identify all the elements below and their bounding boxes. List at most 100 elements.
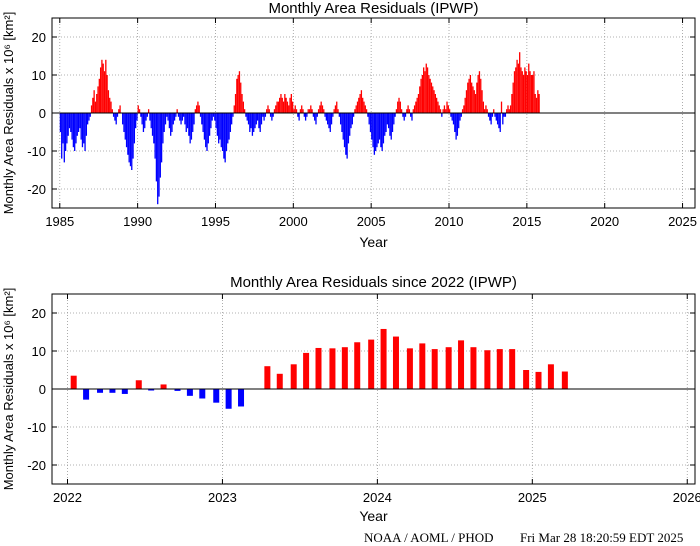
- chart2-bar: [109, 389, 116, 393]
- chart1-bar: [528, 63, 530, 113]
- chart1-bar: [524, 67, 526, 113]
- chart1-bar: [465, 90, 468, 113]
- chart1-bar: [493, 109, 495, 113]
- chart1-bar: [407, 105, 409, 113]
- chart1-bar: [193, 113, 195, 125]
- chart1-bar: [480, 78, 482, 113]
- chart2-bar: [406, 348, 413, 389]
- chart1-bar: [218, 113, 220, 144]
- chart1-bar: [99, 67, 102, 113]
- chart1-bar: [220, 113, 222, 148]
- chart1-x-tick-label: 1985: [45, 214, 74, 229]
- chart1-bar: [262, 113, 264, 117]
- chart1-bar: [459, 113, 461, 121]
- chart1-bar: [319, 105, 321, 113]
- chart1-bar: [354, 109, 356, 113]
- chart1-bar: [517, 63, 520, 113]
- chart1-bar: [499, 113, 501, 132]
- chart2-bar: [470, 347, 477, 389]
- chart1-bar: [250, 113, 252, 129]
- chart1-bar: [473, 90, 475, 113]
- chart1-bar: [227, 113, 229, 144]
- chart1-bar: [417, 94, 420, 113]
- chart1-bar: [496, 113, 499, 125]
- chart1-bar: [433, 90, 435, 113]
- chart2-bar: [148, 389, 155, 391]
- chart2-bar: [431, 349, 438, 389]
- chart1-bar: [502, 113, 504, 125]
- chart1-bar: [61, 113, 63, 159]
- chart2-y-tick-label: 10: [32, 344, 46, 359]
- chart2-x-tick-label: 2022: [53, 490, 82, 505]
- chart2-title: Monthly Area Residuals since 2022 (IPWP): [230, 274, 517, 291]
- chart2-bar: [290, 364, 297, 389]
- chart1-bar: [288, 105, 290, 113]
- chart1-bar: [458, 113, 460, 129]
- chart1-bar: [135, 113, 137, 129]
- chart1-bar: [306, 113, 308, 117]
- chart1-bar: [362, 97, 364, 113]
- chart1-bar: [360, 90, 363, 113]
- chart1-bar: [375, 113, 377, 151]
- chart1-bar: [448, 109, 451, 113]
- chart1-bar: [137, 105, 139, 113]
- chart1-y-tick-label: 20: [32, 30, 46, 45]
- chart1-bar: [159, 113, 161, 178]
- chart1-bar: [282, 101, 285, 113]
- chart1-bar: [381, 113, 383, 151]
- chart1-bar: [94, 101, 97, 113]
- chart2-bar: [199, 389, 206, 399]
- chart1-bar: [122, 113, 124, 125]
- chart1-bar: [310, 105, 312, 113]
- chart1-bar: [181, 113, 184, 121]
- chart1-bar: [175, 113, 177, 117]
- chart1-bar: [302, 109, 304, 113]
- chart1-bar: [420, 78, 422, 113]
- chart1-bar: [301, 105, 303, 113]
- chart1-bar: [177, 113, 180, 117]
- chart1-bar: [266, 109, 268, 113]
- chart1-bar: [185, 113, 187, 132]
- chart1-bar: [238, 71, 241, 113]
- chart1-bar: [201, 113, 203, 125]
- chart1-bar: [498, 113, 500, 129]
- chart1-bar: [62, 113, 64, 144]
- chart1-bar: [110, 101, 112, 113]
- chart1-bar: [81, 113, 84, 148]
- chart1-bar: [512, 82, 514, 113]
- chart1-bar: [96, 94, 98, 113]
- chart1-bar: [103, 71, 106, 113]
- chart1-bar: [327, 113, 329, 125]
- chart1-bar: [151, 113, 154, 136]
- chart1-bar: [337, 109, 339, 113]
- chart1-bar: [171, 113, 173, 132]
- chart2-bar: [97, 389, 104, 393]
- chart1-bar: [186, 113, 189, 129]
- chart1-bar: [330, 113, 333, 125]
- chart1-bar: [249, 113, 251, 132]
- chart1-bar: [503, 113, 505, 117]
- chart1-bar: [184, 113, 186, 125]
- chart1-bar: [173, 113, 176, 121]
- chart1-bar: [406, 109, 408, 113]
- chart1-bar: [162, 113, 164, 144]
- chart1-bar: [432, 86, 434, 113]
- chart1-bar: [421, 75, 424, 113]
- chart1-bar: [271, 113, 273, 121]
- chart1-bar: [285, 97, 287, 113]
- chart2-bar: [160, 384, 167, 389]
- chart1-bar: [371, 113, 373, 140]
- chart1-bar: [491, 113, 494, 117]
- chart1-bar: [399, 101, 401, 113]
- chart1-bar: [456, 113, 459, 136]
- chart1-bar: [454, 113, 456, 132]
- chart1-x-tick-label: 2015: [512, 214, 541, 229]
- chart2-bar: [561, 371, 568, 389]
- chart1-bar: [232, 113, 234, 117]
- chart1-bar: [79, 113, 81, 129]
- chart1-bar: [461, 109, 464, 113]
- chart1-bar: [538, 94, 540, 113]
- chart1-bar: [468, 78, 470, 113]
- chart1-bar: [426, 67, 429, 113]
- chart2-bar: [419, 343, 426, 389]
